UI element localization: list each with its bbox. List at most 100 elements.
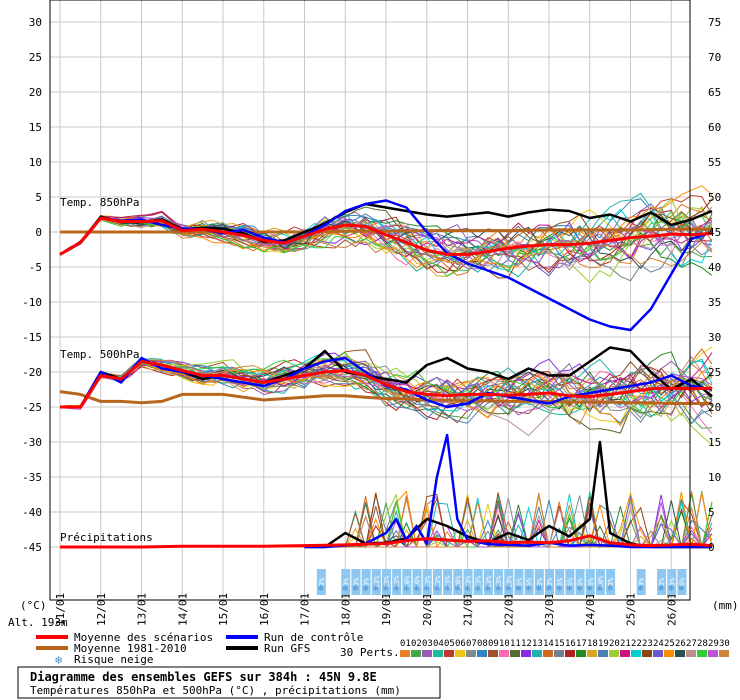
right-tick-label: 45 <box>708 226 721 239</box>
left-tick-label: 20 <box>29 86 42 99</box>
snow-risk-bar <box>422 569 432 595</box>
left-tick-label: -20 <box>22 366 42 379</box>
series-climo-t850 <box>60 227 712 234</box>
snow-risk-pct: 10% <box>414 575 422 588</box>
snowflake-icon: ❄ <box>597 584 603 594</box>
snow-risk-row: 3%❄3%❄3%❄3%❄13%❄13%❄13%❄10%❄10%❄13%❄23%❄… <box>316 569 687 595</box>
snow-risk-bar <box>585 569 595 595</box>
snow-risk-pct: 13% <box>424 575 432 588</box>
pert-swatch <box>664 650 674 657</box>
ensemble-member-t850 <box>59 207 713 274</box>
snow-risk-bar <box>534 569 544 595</box>
legend-label-mean: Moyenne des scénarios <box>74 631 213 644</box>
snow-risk-pct: 3% <box>607 577 615 586</box>
snow-risk-bar <box>595 569 605 595</box>
snow-risk-bar <box>412 569 422 595</box>
snow-risk-pct: 13% <box>495 575 503 588</box>
snowflake-icon: ❄ <box>536 584 542 594</box>
pert-swatch <box>642 650 652 657</box>
pert-swatch-label: 03 <box>422 639 433 649</box>
date-tick-label: 20/01 <box>421 593 434 626</box>
date-tick-label: 22/01 <box>502 593 515 626</box>
left-tick-label: -35 <box>22 471 42 484</box>
snow-risk-pct: 10% <box>403 575 411 588</box>
date-tick-label: 17/01 <box>299 593 312 626</box>
snowflake-icon: ❄ <box>526 584 532 594</box>
snow-risk-pct: 3% <box>363 577 371 586</box>
snow-risk-pct: 3% <box>352 577 360 586</box>
snow-risk-pct: 13% <box>485 575 493 588</box>
legend-label-perts: 30 Perts. <box>340 646 400 659</box>
snow-risk-bar <box>524 569 534 595</box>
snowflake-icon: ❄ <box>373 584 379 594</box>
snow-risk-bar <box>514 569 524 595</box>
snow-risk-bar <box>316 569 326 595</box>
section-label-t850: Temp. 850hPa <box>60 196 139 209</box>
snowflake-icon: ❄ <box>455 584 461 594</box>
pert-swatch <box>477 650 487 657</box>
date-tick-label: 25/01 <box>625 593 638 626</box>
pert-swatch <box>620 650 630 657</box>
date-tick-label: 19/01 <box>380 593 393 626</box>
pert-swatch <box>444 650 454 657</box>
pert-swatch-label: 04 <box>433 639 444 649</box>
snowflake-icon: ❄ <box>679 584 685 594</box>
right-tick-label: 55 <box>708 156 721 169</box>
snow-risk-pct: 23% <box>475 575 483 588</box>
left-unit-label: (°C) <box>20 599 47 612</box>
left-tick-label: 15 <box>29 121 42 134</box>
snowflake-icon: ❄ <box>658 584 664 594</box>
snowflake-icon: ❄ <box>669 584 675 594</box>
pert-swatch <box>686 650 696 657</box>
pert-swatch <box>488 650 498 657</box>
left-tick-label: 0 <box>35 226 42 239</box>
right-tick-label: 65 <box>708 86 721 99</box>
snowflake-icon: ❄ <box>495 584 501 594</box>
pert-swatch <box>598 650 608 657</box>
pert-swatch-label: 19 <box>598 639 609 649</box>
altitude-label: Alt. 193m <box>8 616 68 629</box>
pert-swatch <box>433 650 443 657</box>
pert-swatch <box>411 650 421 657</box>
pert-swatch-label: 05 <box>444 639 455 649</box>
snow-risk-pct: 3% <box>536 577 544 586</box>
left-tick-label: -10 <box>22 296 42 309</box>
pert-swatch-label: 21 <box>620 639 631 649</box>
date-tick-label: 26/01 <box>665 593 678 626</box>
pert-swatch-label: 09 <box>488 639 499 649</box>
pert-swatch-label: 07 <box>466 639 477 649</box>
pert-swatch-label: 10 <box>499 639 510 649</box>
pert-swatch <box>466 650 476 657</box>
snow-risk-bar <box>473 569 483 595</box>
snow-risk-bar <box>392 569 402 595</box>
snow-risk-pct: 3% <box>658 577 666 586</box>
snow-risk-pct: 20% <box>454 575 462 588</box>
ensemble-member-t850 <box>59 210 713 262</box>
snowflake-icon: ❄ <box>343 584 349 594</box>
snow-risk-pct: 6% <box>587 577 595 586</box>
snow-risk-bar <box>504 569 514 595</box>
legend-label-control: Run de contrôle <box>264 631 363 644</box>
snow-risk-pct: 3% <box>342 577 350 586</box>
snow-risk-bar <box>463 569 473 595</box>
pert-swatch-label: 23 <box>642 639 653 649</box>
snowflake-icon: ❄ <box>424 584 430 594</box>
date-axis-ticks: 11/01 12/01 13/01 14/01 15/01 16/01 17/01 18/01… <box>54 593 678 626</box>
pert-swatch-label: 27 <box>686 639 697 649</box>
pert-swatch <box>565 650 575 657</box>
snowflake-icon: ❄ <box>475 584 481 594</box>
right-tick-label: 40 <box>708 261 721 274</box>
date-tick-label: 23/01 <box>543 593 556 626</box>
right-tick-label: 5 <box>708 506 715 519</box>
snow-risk-pct: 23% <box>444 575 452 588</box>
snow-risk-bar <box>606 569 616 595</box>
left-tick-label: -5 <box>29 261 42 274</box>
snowflake-icon: ❄ <box>414 584 420 594</box>
snow-risk-pct: 6% <box>678 577 686 586</box>
pert-swatch <box>631 650 641 657</box>
snow-risk-pct: 6% <box>556 577 564 586</box>
left-tick-label: -25 <box>22 401 42 414</box>
pert-swatch <box>587 650 597 657</box>
pert-swatch-label: 01 <box>400 639 411 649</box>
